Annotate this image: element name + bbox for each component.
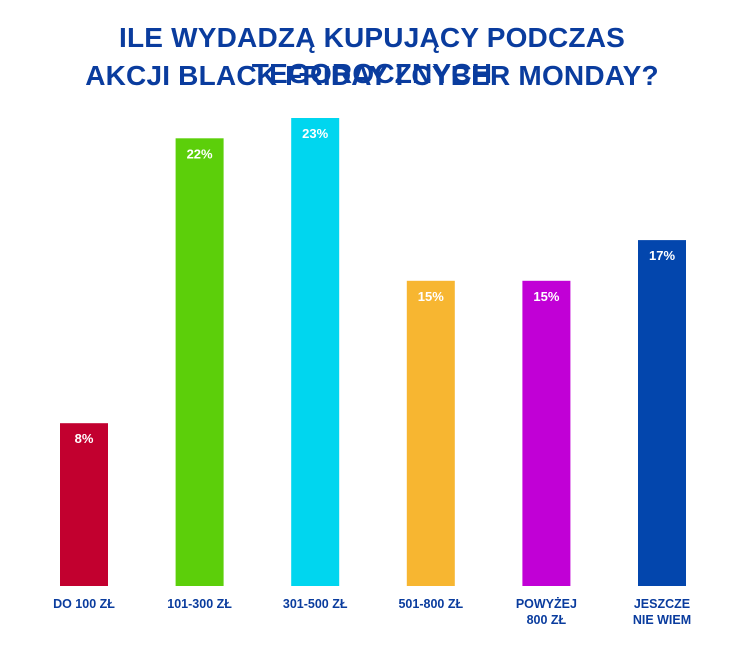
bar-value-label-4: 15% (418, 289, 444, 304)
category-label-5-line-1: POWYŻEJ (516, 596, 577, 611)
category-label-4: 501-800 ZŁ (398, 597, 463, 611)
bar-1 (60, 423, 108, 586)
bar-value-label-2: 22% (187, 146, 213, 161)
bar-value-label-3: 23% (302, 126, 328, 141)
category-label-6-line-2: NIE WIEM (633, 613, 691, 627)
bar-5 (522, 280, 571, 586)
bar-4 (406, 280, 455, 586)
bar-value-label-6: 17% (649, 248, 675, 263)
bar-3 (291, 118, 340, 586)
category-label-6-line-1: JESZCZE (634, 597, 690, 611)
category-label-3: 301-500 ZŁ (283, 597, 348, 611)
bar-2 (175, 138, 224, 587)
category-label-5-line-2: 800 ZŁ (527, 613, 567, 627)
chart-title-line-1: ILE WYDADZĄ KUPUJĄCY PODCZAS TEGOROCZNYC… (118, 22, 625, 89)
bar-value-label-1: 8% (75, 431, 94, 446)
bar-value-label-5: 15% (533, 289, 559, 304)
chart-title-line-2: AKCJI BLACK FRIDAY I CYBER MONDAY? (85, 60, 659, 91)
category-label-2: 101-300 ZŁ (167, 597, 232, 611)
bar-6 (638, 240, 686, 586)
category-label-1: DO 100 ZŁ (53, 597, 115, 611)
